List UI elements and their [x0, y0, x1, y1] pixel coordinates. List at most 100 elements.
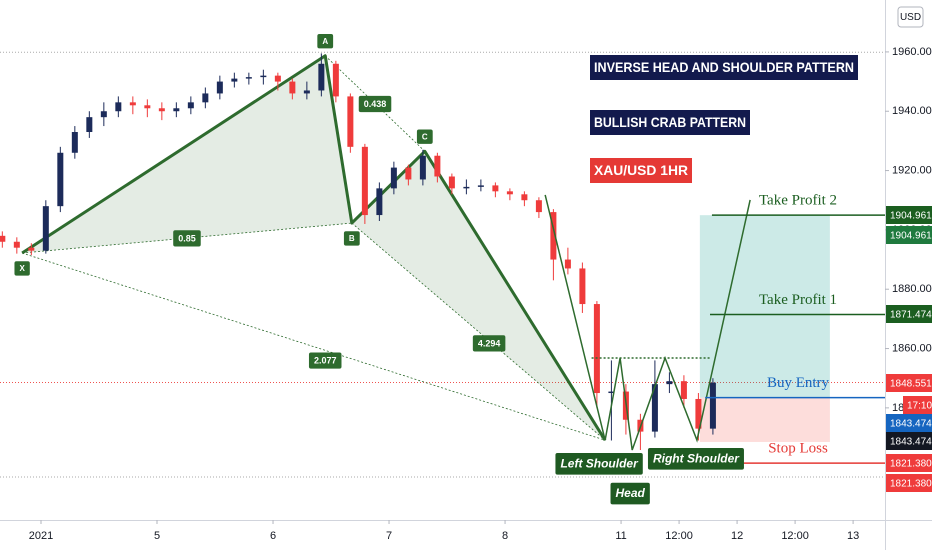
- candle-body: [173, 108, 180, 112]
- candle-body: [550, 212, 557, 260]
- price-tag: [886, 474, 932, 492]
- pattern-point-text: B: [349, 234, 355, 243]
- price-tag: [886, 454, 932, 472]
- pattern-point-box: [343, 231, 360, 246]
- level-label: Take Profit 1: [759, 292, 837, 308]
- candle-body: [376, 188, 383, 216]
- pattern-ratio-box: [472, 335, 506, 352]
- candle-body: [57, 152, 64, 207]
- candle-body: [100, 111, 107, 118]
- x-tick-label: 13: [847, 530, 859, 542]
- candle-body: [289, 81, 296, 94]
- pattern-leg: [21, 54, 607, 441]
- pattern-point: X: [14, 261, 30, 276]
- candle-body: [0, 235, 6, 242]
- currency-button[interactable]: [897, 6, 924, 28]
- price-tag: [886, 305, 932, 323]
- currency[interactable]: USD: [900, 12, 921, 23]
- candle-body: [579, 268, 586, 305]
- candle-body: [521, 194, 528, 201]
- candle-body: [608, 391, 615, 394]
- candle-body: [564, 259, 571, 269]
- y-tick-label: 1880.000: [892, 283, 932, 295]
- pattern-ratio-text: 2.077: [314, 355, 337, 365]
- shoulder-label-text: Left Shoulder: [560, 456, 639, 470]
- candle-body: [129, 102, 136, 106]
- x-tick-label: 11: [615, 530, 626, 542]
- price-tag: [886, 226, 932, 244]
- candle-body: [390, 167, 397, 189]
- candle-body: [651, 384, 658, 432]
- pattern-ratio: 4.294: [472, 335, 506, 352]
- candle-body: [419, 155, 426, 180]
- y-tick-label: 1860.000: [892, 342, 932, 354]
- price-tag: [886, 374, 932, 392]
- pattern-ratio-text: 0.438: [364, 99, 387, 109]
- pattern-point-box: [14, 261, 30, 276]
- candle-body: [187, 102, 194, 109]
- x-tick-label: 6: [270, 530, 276, 542]
- price-tag-label: 1904.961: [890, 211, 932, 222]
- target-zone: [699, 215, 830, 398]
- candle-body: [71, 132, 78, 153]
- price-tag-label: 1871.474: [890, 310, 932, 321]
- pattern-fill: [22, 55, 352, 254]
- plot-area: [0, 51, 885, 478]
- candle-body: [535, 200, 542, 213]
- y-tick-label: 1960.000: [892, 46, 932, 58]
- x-tick-label: 5: [154, 530, 160, 542]
- candle-body: [86, 117, 93, 133]
- title-text: BULLISH CRAB PATTERN: [594, 114, 746, 130]
- pattern-fill: [351, 151, 606, 441]
- pattern-ratio-box: [358, 95, 392, 113]
- pattern-ratio-text: 4.294: [478, 338, 501, 348]
- price-tag-label: 1904.961: [890, 231, 932, 242]
- price-tag-label: 1821.380: [890, 479, 932, 490]
- candle-body: [260, 75, 267, 78]
- candle-body: [463, 186, 470, 189]
- shoulder-label-box: [647, 448, 744, 470]
- title-text: XAU/USD 1HR: [594, 162, 688, 178]
- y-tick-label: 1920.000: [892, 164, 932, 176]
- shoulder-label-text: Head: [616, 486, 646, 500]
- price-tag: [903, 396, 932, 414]
- candle-body: [245, 77, 252, 79]
- level-label: Take Profit 2: [759, 193, 837, 209]
- candle-body: [434, 155, 441, 177]
- price-tag-label: 1843.474: [890, 437, 932, 448]
- candle-body: [115, 102, 122, 112]
- level-label: Buy Entry: [767, 375, 830, 391]
- shoulder-label-box: [555, 453, 643, 475]
- candle-body: [318, 63, 325, 91]
- title-box: [590, 158, 692, 183]
- pattern-ratio: 2.077: [308, 352, 342, 369]
- shoulder-label: Head: [610, 482, 650, 505]
- shoulder-label-box: [610, 482, 650, 505]
- level-label: Stop Loss: [768, 441, 828, 457]
- pattern-point: A: [317, 33, 334, 49]
- x-tick-label: 2021: [29, 530, 53, 542]
- pattern-ratio: 0.85: [173, 230, 201, 247]
- x-tick-label: 12:00: [781, 530, 809, 542]
- pattern-ratio: 0.438: [358, 95, 392, 113]
- candle-body: [361, 146, 368, 216]
- candle-body: [405, 167, 412, 180]
- x-tick-label: 12: [731, 530, 743, 542]
- pattern-point-text: X: [19, 264, 25, 273]
- candle-body: [680, 381, 687, 399]
- shoulder-label: Left Shoulder: [555, 453, 643, 475]
- candle-body: [666, 381, 673, 385]
- y-tick-label: 1940.000: [892, 105, 932, 117]
- price-tag-label: 1848.551: [890, 379, 932, 390]
- candle-body: [274, 75, 281, 82]
- title-box: [590, 110, 750, 135]
- candle-body: [477, 185, 484, 187]
- title-text: INVERSE HEAD AND SHOULDER PATTERN: [594, 59, 854, 75]
- price-tag: [886, 206, 932, 224]
- head-shoulders-line: [544, 194, 751, 451]
- candle-body: [202, 93, 209, 103]
- candle-body: [144, 105, 151, 109]
